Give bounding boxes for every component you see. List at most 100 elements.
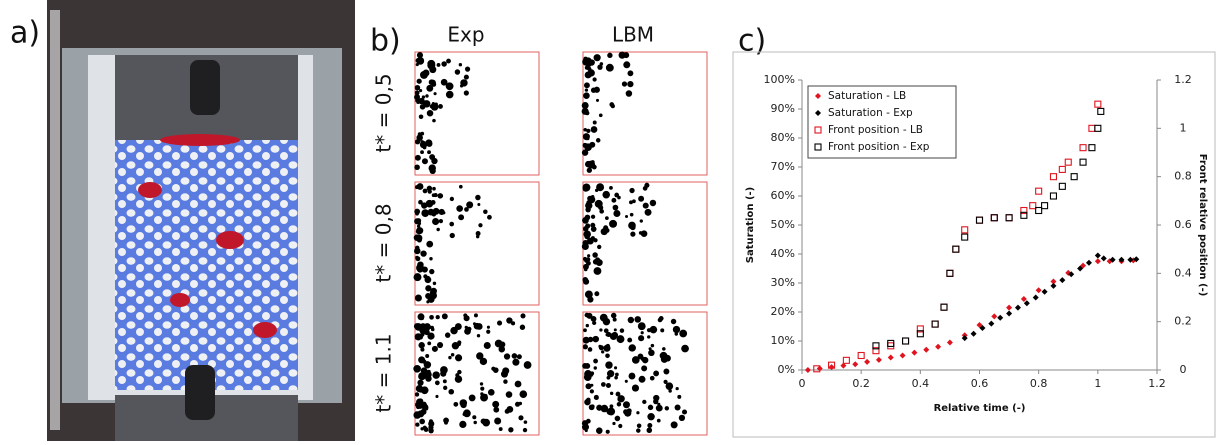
cluster — [663, 368, 670, 375]
y-tick-label: 60% — [771, 189, 795, 202]
cluster — [414, 90, 420, 96]
image-frame — [582, 181, 708, 306]
cluster — [415, 256, 421, 262]
cluster — [605, 353, 610, 359]
cluster — [637, 353, 644, 360]
cluster — [583, 82, 590, 89]
cluster — [432, 218, 440, 226]
point — [975, 216, 984, 224]
cluster — [609, 404, 614, 409]
cluster — [649, 375, 655, 381]
cluster — [605, 429, 610, 434]
row-label: t* = 1.1 — [372, 333, 396, 412]
point — [1064, 158, 1072, 166]
cluster — [607, 52, 613, 59]
cluster — [587, 347, 593, 352]
cluster — [425, 94, 429, 98]
cluster — [436, 227, 440, 232]
cluster — [617, 396, 623, 402]
cluster — [428, 419, 433, 424]
cluster — [590, 316, 597, 322]
cluster — [599, 328, 603, 332]
cluster — [451, 342, 460, 350]
cluster — [612, 421, 616, 426]
cluster — [448, 355, 452, 360]
image-frame — [414, 51, 540, 176]
cluster — [582, 344, 588, 350]
point — [1005, 214, 1013, 222]
cluster — [594, 188, 599, 193]
cluster — [602, 190, 611, 199]
point — [872, 347, 880, 355]
cluster — [426, 185, 433, 192]
cluster — [614, 375, 618, 380]
cluster — [642, 399, 647, 405]
cluster — [453, 401, 459, 407]
cluster — [590, 383, 594, 387]
legend-marker — [814, 126, 822, 134]
cluster — [429, 268, 435, 275]
cluster — [483, 209, 488, 215]
x-tick-label: 0.6 — [971, 377, 989, 390]
y-tick-label: 40% — [771, 247, 795, 260]
cluster — [668, 389, 672, 393]
cluster — [638, 231, 643, 235]
cluster — [632, 199, 636, 204]
cluster — [475, 323, 483, 330]
cluster — [494, 339, 503, 348]
legend-label: Front position - LB — [828, 124, 923, 136]
point — [1032, 294, 1039, 301]
cluster — [475, 230, 481, 236]
cluster — [414, 247, 421, 255]
cluster — [582, 256, 588, 262]
point — [887, 342, 895, 350]
cluster — [600, 404, 609, 413]
cluster — [583, 56, 588, 61]
point — [864, 358, 871, 365]
row-label: t* = 0,8 — [372, 203, 396, 282]
cluster — [593, 366, 597, 370]
cluster — [677, 394, 682, 399]
cluster — [611, 331, 619, 339]
cluster — [432, 281, 437, 286]
point — [1109, 256, 1116, 263]
cluster — [414, 139, 421, 145]
cluster — [674, 332, 679, 336]
cluster — [419, 418, 426, 425]
panel-label: b) — [370, 24, 401, 59]
cluster — [478, 223, 483, 228]
cluster — [423, 427, 429, 432]
cluster — [436, 341, 444, 349]
cluster — [631, 356, 640, 364]
cluster — [418, 199, 423, 205]
cluster — [426, 369, 430, 373]
cluster — [437, 193, 443, 199]
cluster — [425, 293, 432, 300]
cluster — [460, 402, 467, 409]
cluster — [607, 407, 616, 416]
cluster — [415, 58, 421, 64]
point — [1094, 100, 1102, 108]
cluster — [647, 404, 654, 411]
x-tick-label: 0.4 — [912, 377, 930, 390]
cluster — [600, 382, 606, 387]
cluster — [449, 196, 455, 202]
cluster — [506, 405, 514, 413]
cluster — [434, 380, 440, 386]
cluster — [609, 219, 618, 228]
cluster — [582, 142, 588, 148]
point — [1020, 211, 1028, 219]
cluster — [492, 400, 500, 408]
cluster — [590, 214, 596, 219]
point — [961, 226, 969, 234]
cluster — [487, 214, 492, 220]
point — [1094, 124, 1102, 132]
cluster — [414, 219, 420, 225]
cluster — [648, 347, 652, 351]
cluster — [427, 341, 432, 346]
cluster — [429, 167, 436, 175]
cluster — [599, 313, 608, 322]
point — [840, 362, 847, 369]
cluster — [432, 371, 440, 379]
cluster — [583, 92, 590, 99]
